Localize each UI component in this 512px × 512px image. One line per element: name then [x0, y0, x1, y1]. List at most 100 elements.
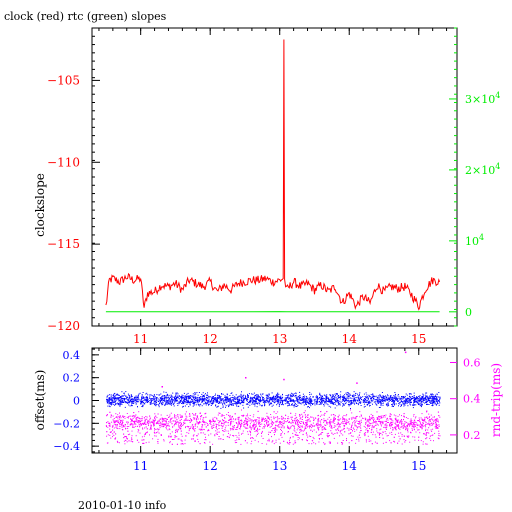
scatter-point [414, 425, 416, 427]
scatter-point [351, 412, 353, 414]
scatter-point [212, 443, 214, 445]
scatter-point [271, 399, 273, 401]
scatter-point [273, 416, 275, 418]
scatter-point [218, 436, 220, 437]
scatter-point [372, 399, 374, 401]
scatter-point [299, 399, 301, 401]
scatter-point [364, 401, 366, 403]
scatter-point [183, 422, 185, 424]
scatter-point [419, 397, 421, 399]
scatter-point [251, 393, 253, 395]
scatter-point [415, 401, 417, 402]
scatter-point [287, 402, 289, 404]
scatter-point [276, 429, 278, 431]
scatter-point [279, 423, 281, 424]
scatter-point [295, 442, 297, 444]
scatter-point [106, 399, 108, 401]
scatter-point [213, 398, 215, 400]
scatter-point [418, 417, 420, 419]
scatter-point [210, 405, 212, 406]
scatter-point [388, 404, 390, 406]
scatter-point [428, 413, 430, 415]
scatter-point [117, 414, 119, 416]
scatter-point [402, 396, 404, 398]
scatter-point [349, 432, 351, 434]
scatter-point [384, 396, 386, 398]
scatter-point [183, 397, 185, 399]
scatter-point [201, 426, 203, 427]
scatter-point [278, 399, 280, 401]
scatter-point [135, 400, 137, 402]
scatter-point [137, 396, 139, 398]
scatter-point [406, 402, 408, 404]
scatter-point [235, 397, 237, 399]
scatter-point [325, 396, 327, 398]
scatter-point [395, 426, 397, 428]
y2-tick-label: 2×104 [465, 162, 500, 177]
scatter-point [161, 421, 163, 423]
scatter-point [131, 401, 133, 402]
scatter-point [313, 429, 315, 431]
series-line-clock [105, 39, 441, 311]
scatter-point [379, 394, 381, 396]
scatter-point [292, 443, 294, 445]
scatter-point [229, 401, 231, 403]
scatter-point [418, 398, 419, 400]
scatter-point [242, 400, 244, 402]
scatter-point [125, 436, 126, 437]
scatter-point [268, 394, 270, 396]
scatter-point [238, 401, 240, 403]
scatter-point [129, 423, 131, 425]
scatter-point [120, 404, 121, 406]
scatter-point [417, 424, 419, 426]
y-axis-label: offset(ms) [33, 370, 47, 431]
scatter-point [303, 401, 305, 403]
scatter-point [192, 400, 194, 402]
scatter-point [373, 398, 375, 400]
scatter-point [391, 405, 393, 407]
scatter-point [197, 403, 199, 405]
scatter-point [309, 426, 311, 428]
scatter-point [147, 398, 149, 400]
scatter-point [365, 401, 367, 403]
scatter-point [433, 440, 434, 442]
scatter-point [256, 397, 258, 399]
scatter-point [435, 398, 437, 400]
scatter-point [141, 406, 143, 407]
scatter-point [380, 399, 382, 401]
scatter-point [183, 400, 185, 402]
scatter-point [405, 417, 407, 418]
scatter-point [217, 420, 219, 422]
scatter-point [165, 421, 167, 423]
scatter-point [344, 425, 346, 426]
scatter-point [233, 403, 235, 405]
scatter-point [428, 398, 430, 400]
scatter-point [251, 401, 253, 403]
scatter-point [331, 402, 333, 404]
scatter-point [158, 421, 160, 422]
scatter-point [373, 398, 374, 399]
scatter-point [290, 416, 292, 418]
scatter-point [320, 425, 322, 426]
scatter-point [396, 398, 398, 399]
scatter-point [158, 432, 160, 434]
scatter-point [373, 420, 374, 421]
scatter-point [383, 397, 385, 399]
scatter-point [436, 425, 437, 427]
scatter-point [255, 399, 257, 401]
scatter-point [371, 424, 373, 426]
scatter-point [419, 396, 420, 398]
scatter-point [287, 404, 289, 406]
scatter-point [329, 399, 331, 401]
scatter-point [131, 403, 133, 405]
scatter-point [323, 398, 325, 399]
scatter-point [245, 427, 247, 429]
scatter-point [270, 403, 272, 405]
scatter-point [278, 438, 280, 440]
scatter-point [338, 403, 340, 405]
scatter-point [247, 433, 249, 435]
scatter-point [122, 401, 124, 403]
scatter-point [356, 415, 358, 417]
scatter-point [155, 400, 157, 402]
scatter-point [160, 424, 162, 426]
